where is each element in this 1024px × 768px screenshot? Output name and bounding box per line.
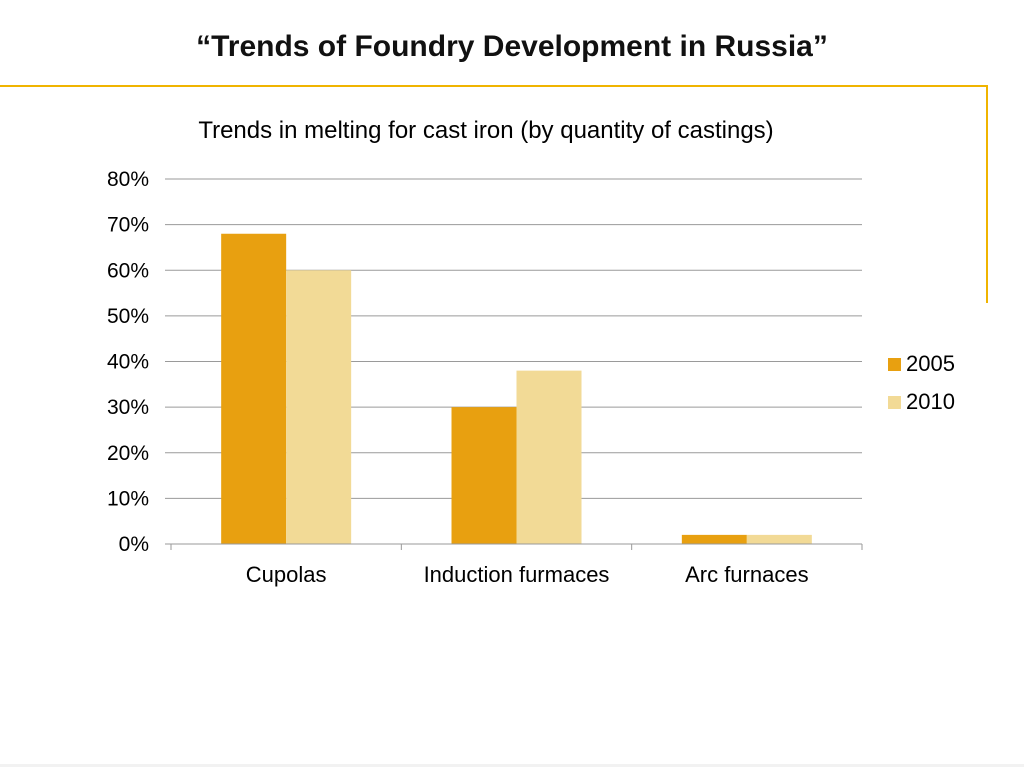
bar-2010-arc-furnaces bbox=[746, 534, 812, 544]
y-tick-label: 10% bbox=[107, 487, 149, 510]
legend: 2005 2010 bbox=[888, 351, 955, 414]
x-axis: Cupolas Induction furmaces Arc furnaces bbox=[170, 543, 863, 587]
y-tick-label: 0% bbox=[119, 533, 149, 556]
bars bbox=[221, 233, 812, 544]
y-tick-label: 20% bbox=[107, 442, 149, 465]
frame-top-rule bbox=[0, 85, 988, 87]
y-tick-label: 40% bbox=[107, 351, 149, 374]
x-tick-label: Arc furnaces bbox=[685, 562, 809, 587]
bar-2010-cupolas bbox=[286, 270, 352, 544]
y-tick-label: 50% bbox=[107, 305, 149, 328]
legend-label-2010: 2010 bbox=[906, 389, 955, 414]
y-tick-label: 60% bbox=[107, 259, 149, 282]
bar-2005-cupolas bbox=[221, 233, 287, 544]
bar-2005-arc-furnaces bbox=[681, 534, 747, 544]
footer-rule bbox=[0, 764, 1024, 767]
legend-swatch-2005 bbox=[888, 358, 901, 371]
bar-2010-induction-furmaces bbox=[516, 370, 582, 544]
slide-title: “Trends of Foundry Development in Russia… bbox=[196, 30, 828, 63]
frame-right-rule bbox=[986, 85, 988, 303]
y-tick-label: 30% bbox=[107, 396, 149, 419]
x-tick-label: Induction furmaces bbox=[424, 562, 610, 587]
legend-label-2005: 2005 bbox=[906, 351, 955, 376]
y-tick-label: 70% bbox=[107, 214, 149, 237]
x-tick-label: Cupolas bbox=[246, 562, 327, 587]
chart-title: Trends in melting for cast iron (by quan… bbox=[198, 117, 773, 144]
y-axis-ticks: 0% 10% 20% 30% 40% 50% 60% 70% 80% bbox=[107, 168, 171, 556]
legend-swatch-2010 bbox=[888, 396, 901, 409]
bar-2005-induction-furmaces bbox=[451, 407, 517, 544]
y-tick-label: 80% bbox=[107, 168, 149, 191]
